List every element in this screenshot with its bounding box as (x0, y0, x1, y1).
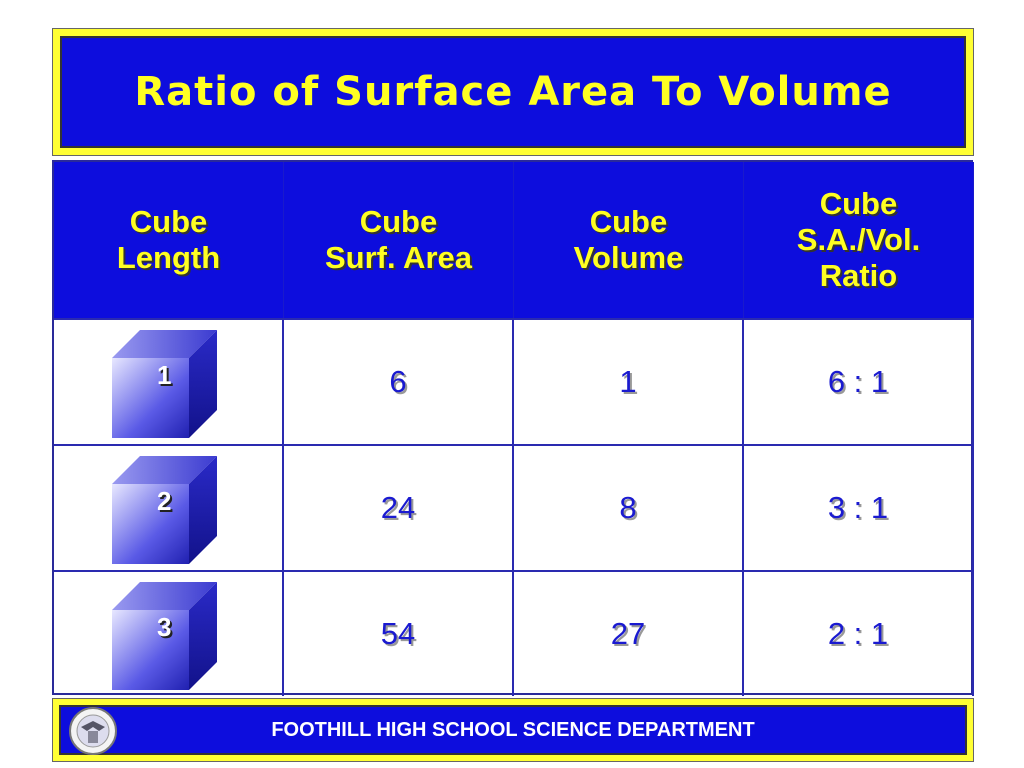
header-cell: Cube Volume (514, 162, 744, 318)
table-cell: 2 : 1 (744, 570, 974, 696)
table-cell: 2 (54, 444, 284, 570)
header-cell: Cube Surf. Area (284, 162, 514, 318)
header-line: S.A./Vol. (796, 222, 921, 257)
footer-panel: FOOTHILL HIGH SCHOOL SCIENCE DEPARTMENT (59, 705, 967, 755)
header-line: Cube (129, 204, 208, 239)
footer-text: FOOTHILL HIGH SCHOOL SCIENCE DEPARTMENT (271, 718, 755, 741)
cell-text: 24 (380, 490, 416, 525)
header-cell: Cube S.A./Vol. Ratio (744, 162, 974, 318)
cell-text: 6 : 1 (827, 364, 889, 399)
header-line: Ratio (819, 258, 898, 293)
header-text: Cube Volume (574, 204, 684, 276)
title-box: Ratio of Surface Area To Volume (52, 28, 974, 156)
cube-icon (112, 456, 217, 564)
header-line: Length (116, 240, 221, 275)
cell-text: 2 : 1 (827, 616, 889, 651)
table-cell: 54 (284, 570, 514, 696)
header-text: Cube Surf. Area (325, 204, 472, 276)
table-cell: 1 (514, 318, 744, 444)
table-cell: 27 (514, 570, 744, 696)
cell-text: 3 : 1 (827, 490, 889, 525)
table-cell: 8 (514, 444, 744, 570)
cube-icon (112, 330, 217, 438)
table-cell: 6 (284, 318, 514, 444)
cell-text: 54 (380, 616, 416, 651)
table-cell: 3 : 1 (744, 444, 974, 570)
table-cell: 24 (284, 444, 514, 570)
table-cell: 1 (54, 318, 284, 444)
header-line: Cube (819, 186, 898, 221)
school-logo (69, 707, 117, 755)
header-line: Cube (589, 204, 668, 239)
cell-text: 6 (389, 364, 407, 399)
table-cell: 3 (54, 570, 284, 696)
cube-number: 1 (157, 360, 172, 390)
table: Cube Length Cube Surf. Area Cube Volume Cube S.… (52, 160, 974, 696)
cube-number: 2 (157, 486, 172, 516)
header-line: Volume (573, 240, 684, 275)
cell-text: 27 (610, 616, 646, 651)
header-text: Cube Length (117, 204, 220, 276)
header-line: Cube (359, 204, 438, 239)
title-panel: Ratio of Surface Area To Volume (60, 36, 966, 148)
cell-text: 1 (619, 364, 637, 399)
header-cell: Cube Length (54, 162, 284, 318)
cell-text: 8 (619, 490, 637, 525)
table-cell: 6 : 1 (744, 318, 974, 444)
title: Ratio of Surface Area To Volume (134, 69, 892, 115)
footer-box: FOOTHILL HIGH SCHOOL SCIENCE DEPARTMENT (52, 698, 974, 762)
header-text: Cube S.A./Vol. Ratio (797, 186, 920, 294)
header-line: Surf. Area (324, 240, 472, 275)
cube-number: 3 (157, 612, 172, 642)
cube-icon (112, 582, 217, 690)
